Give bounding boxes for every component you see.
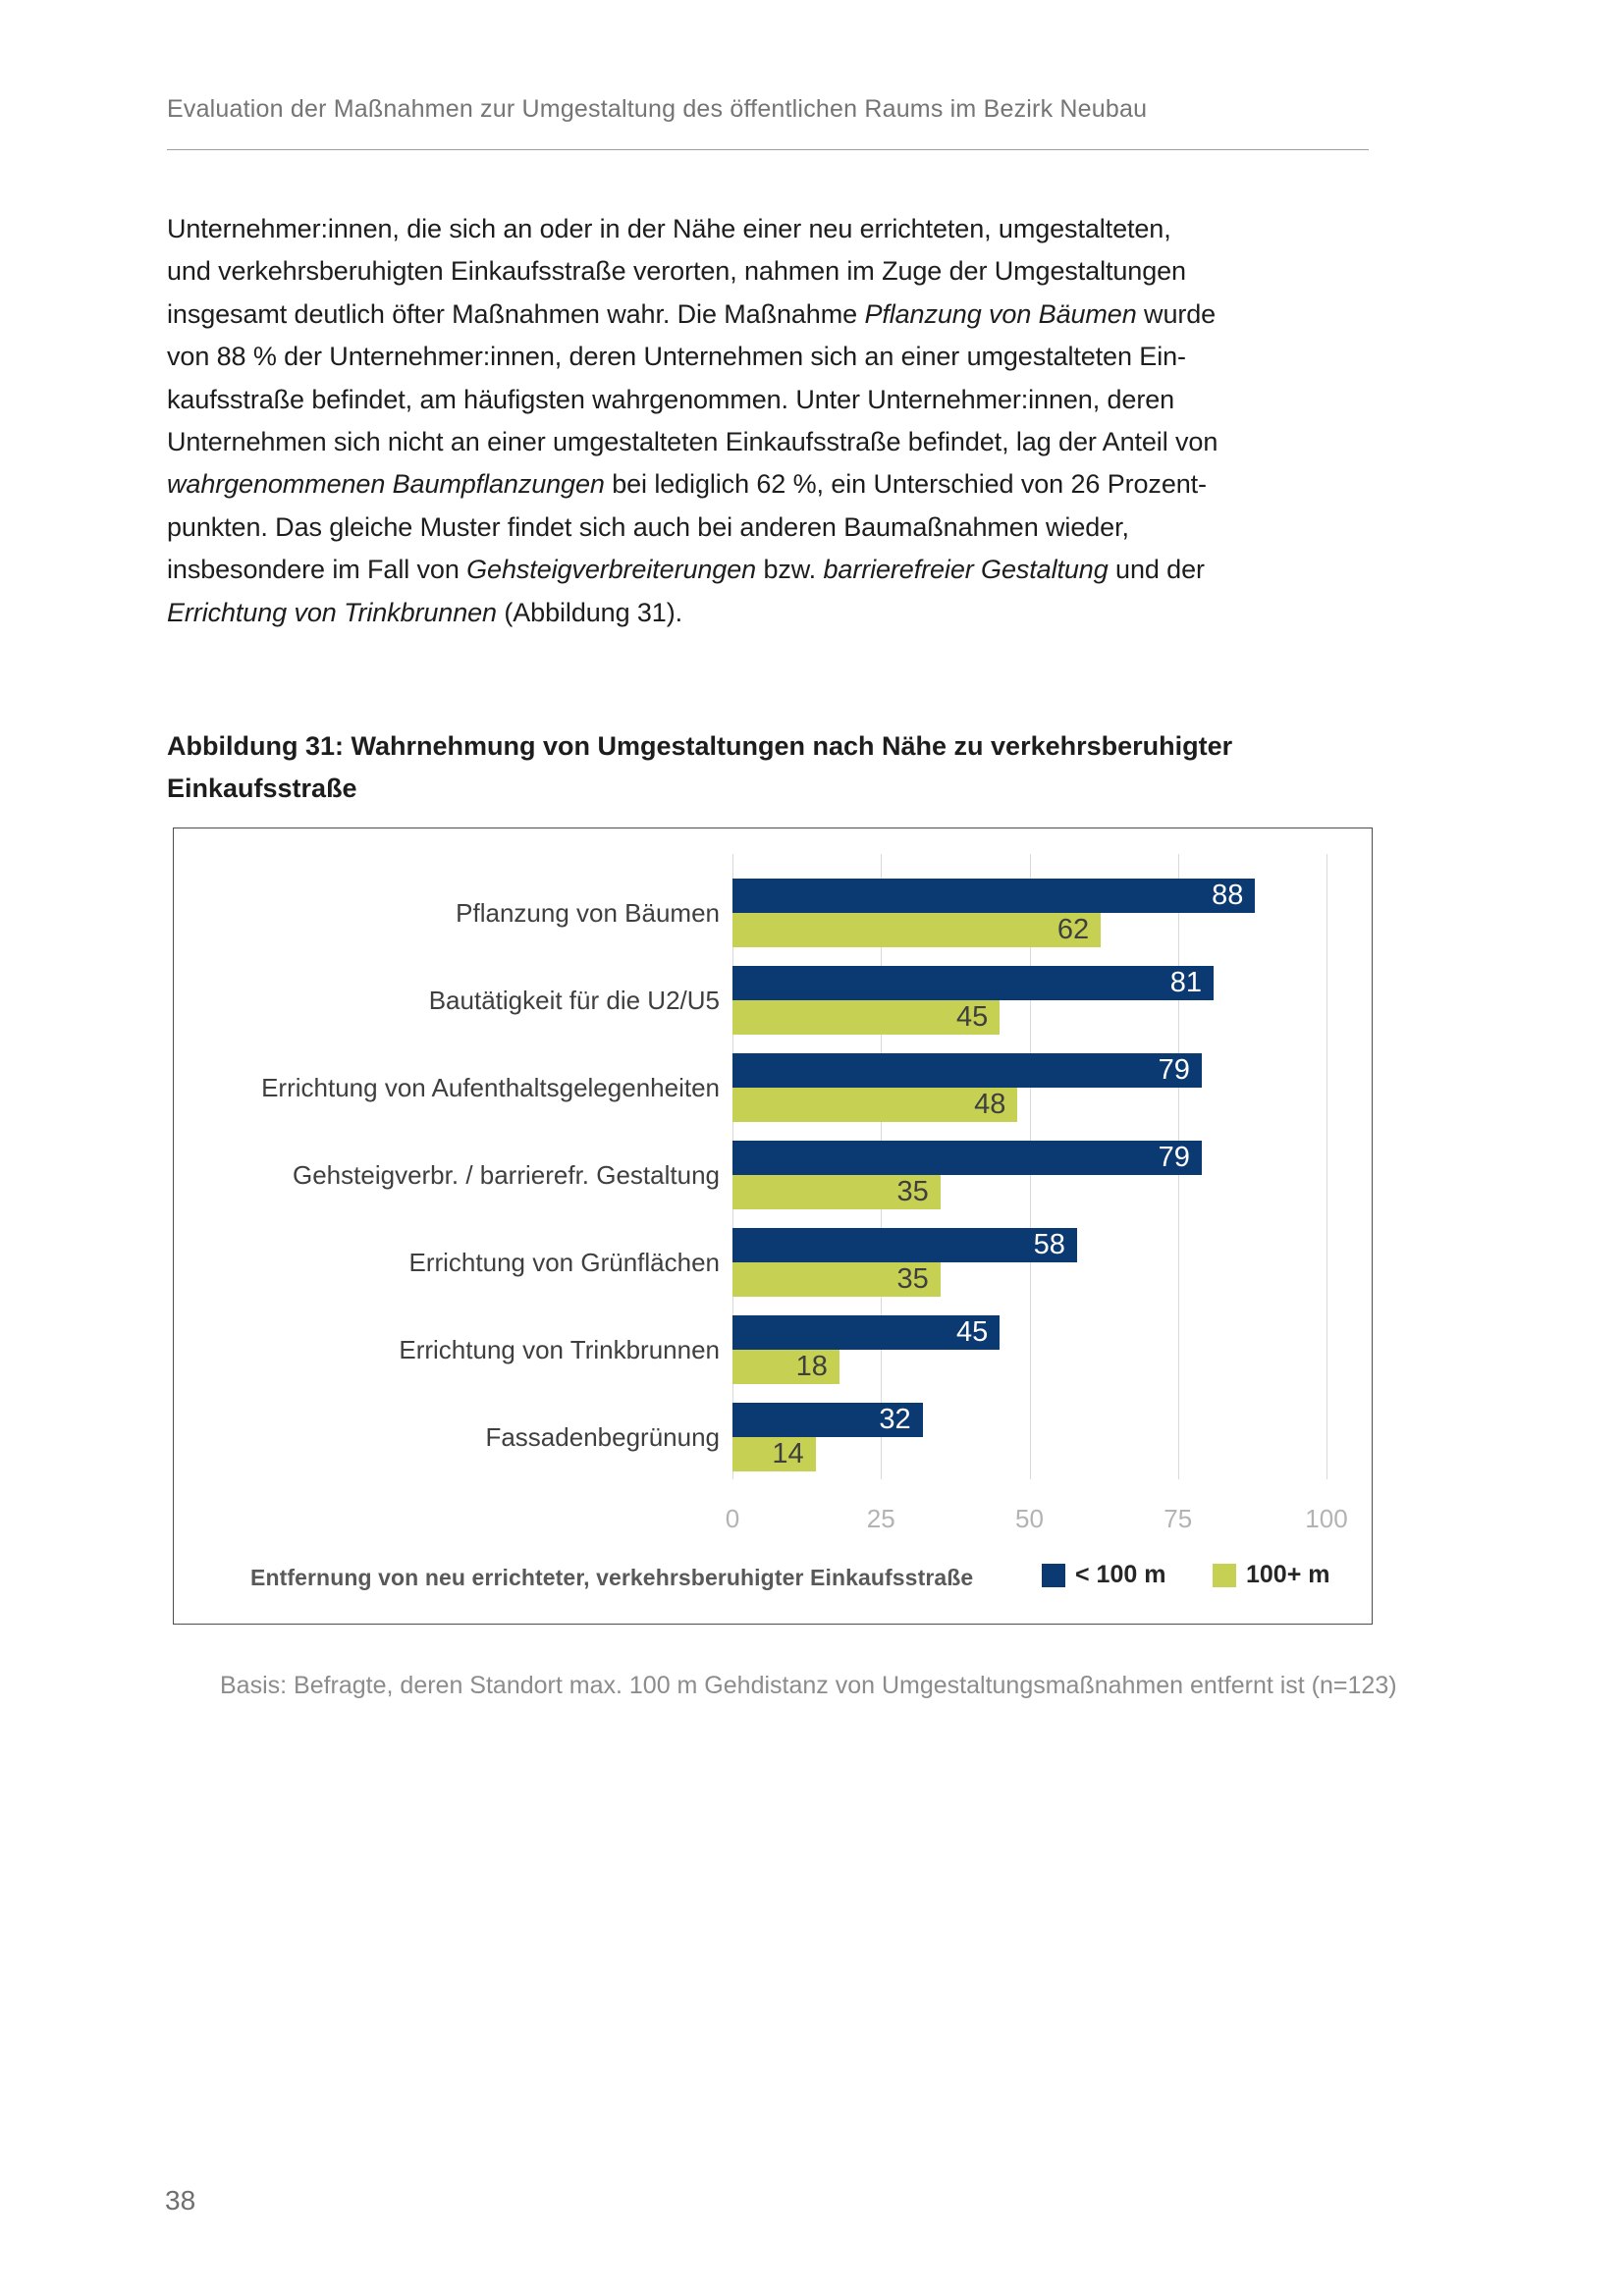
paragraph-run: und verkehrsberuhigten Einkaufsstraße ve…	[167, 256, 1186, 287]
legend-item-near: < 100 m	[1042, 1561, 1165, 1589]
paragraph-run: insgesamt deutlich öfter Maßnahmen wahr.…	[167, 298, 865, 329]
paragraph-run-italic: Pflanzung von Bäumen	[864, 298, 1137, 329]
bar-near-0: 88	[732, 879, 1256, 913]
bar-near-1: 81	[732, 966, 1215, 1000]
paragraph-run: Unternehmen sich nicht an einer umgestal…	[167, 427, 1218, 457]
paragraph-run-italic: barrierefreier Gestaltung	[823, 555, 1109, 585]
paragraph-run-italic: wahrgenommenen Baumpflanzungen	[167, 469, 605, 500]
paragraph-run: bei lediglich 62 %, ein Unterschied von …	[604, 469, 1207, 500]
paragraph-run-italic: Gehsteigverbreiterungen	[466, 555, 757, 585]
figure-caption-line2: Einkaufsstraße	[167, 774, 357, 804]
bar-far-3: 35	[732, 1175, 941, 1209]
legend-label: < 100 m	[1075, 1561, 1166, 1588]
bar-value-label: 18	[795, 1351, 828, 1382]
paragraph-run: (Abbildung 31).	[496, 597, 683, 627]
category-label-5: Errichtung von Trinkbrunnen	[399, 1335, 720, 1364]
paragraph-run: punkten. Das gleiche Muster findet sich …	[167, 511, 1129, 542]
bar-value-label: 35	[896, 1263, 929, 1295]
bar-value-label: 14	[772, 1438, 804, 1469]
bar-far-2: 48	[732, 1088, 1018, 1122]
figure-caption-line1: Abbildung 31: Wahrnehmung von Umgestaltu…	[167, 731, 1233, 761]
bar-far-1: 45	[732, 1000, 1001, 1035]
bar-value-label: 62	[1056, 914, 1090, 945]
legend-swatch-icon	[1042, 1563, 1065, 1587]
x-tick-label-75: 75	[1164, 1504, 1193, 1533]
category-label-1: Bautätigkeit für die U2/U5	[428, 986, 720, 1015]
paragraph-run: von 88 % der Unternehmer:innen, deren Un…	[167, 342, 1186, 372]
bar-near-5: 45	[732, 1315, 1001, 1350]
x-tick-label-25: 25	[866, 1504, 895, 1533]
bar-value-label: 88	[1212, 880, 1244, 911]
paragraph-run: Unternehmer:innen, die sich an oder in d…	[167, 214, 1171, 243]
category-label-2: Errichtung von Aufenthaltsgelegenheiten	[261, 1073, 720, 1102]
paragraph-run: wurde	[1136, 298, 1217, 329]
bar-far-6: 14	[732, 1437, 816, 1471]
legend-label: 100+ m	[1246, 1561, 1330, 1588]
page-number: 38	[165, 2185, 196, 2216]
bar-far-0: 62	[732, 913, 1102, 947]
paragraph-run: insbesondere im Fall von	[167, 555, 467, 585]
bar-value-label: 81	[1169, 967, 1203, 998]
bar-far-5: 18	[732, 1350, 839, 1384]
paragraph-run: und der	[1108, 555, 1205, 585]
bar-value-label: 48	[974, 1089, 1006, 1120]
bar-far-4: 35	[732, 1262, 941, 1297]
plot-area: 88 62 81 45 79 48 79 35 58 35 45 18 32 14	[732, 854, 1327, 1479]
bar-value-label: 32	[879, 1404, 911, 1435]
category-label-3: Gehsteigverbr. / barrierefr. Gestaltung	[293, 1160, 720, 1190]
bar-value-label: 45	[955, 1316, 989, 1348]
bar-value-label: 35	[896, 1176, 929, 1207]
bar-near-6: 32	[732, 1403, 923, 1437]
body-paragraph: Unternehmer:innen, die sich an oder in d…	[167, 208, 1414, 634]
page-header-title: Evaluation der Maßnahmen zur Umgestaltun…	[167, 95, 1148, 123]
bar-value-label: 79	[1158, 1142, 1190, 1173]
bar-near-2: 79	[732, 1053, 1202, 1088]
gridline-x-100	[1326, 854, 1327, 1479]
basis-note: Basis: Befragte, deren Standort max. 100…	[220, 1672, 1397, 1699]
bar-chart-figure: 88 62 81 45 79 48 79 35 58 35 45 18 32 14 Entfernung …	[173, 828, 1373, 1625]
category-label-6: Fassadenbegrünung	[485, 1422, 720, 1452]
bar-near-3: 79	[732, 1141, 1202, 1175]
category-label-0: Pflanzung von Bäumen	[456, 898, 720, 928]
bar-value-label: 58	[1033, 1229, 1065, 1260]
category-label-4: Errichtung von Grünflächen	[408, 1248, 720, 1277]
x-tick-label-0: 0	[725, 1504, 740, 1533]
bar-value-label: 45	[955, 1001, 989, 1033]
paragraph-run: bzw.	[756, 555, 824, 585]
legend-item-far: 100+ m	[1213, 1561, 1330, 1589]
x-axis-label: Entfernung von neu errichteter, verkehrs…	[250, 1565, 974, 1590]
figure-caption: Abbildung 31: Wahrnehmung von Umgestaltu…	[167, 725, 1414, 811]
x-tick-label-50: 50	[1015, 1504, 1044, 1533]
header-divider	[167, 149, 1369, 150]
x-tick-label-100: 100	[1305, 1504, 1348, 1533]
bar-near-4: 58	[732, 1228, 1077, 1262]
paragraph-run: kaufsstraße befindet, am häufigsten wahr…	[167, 384, 1175, 414]
legend-swatch-icon	[1213, 1563, 1236, 1587]
paragraph-run-italic: Errichtung von Trinkbrunnen	[167, 597, 497, 627]
bar-value-label: 79	[1158, 1054, 1190, 1086]
